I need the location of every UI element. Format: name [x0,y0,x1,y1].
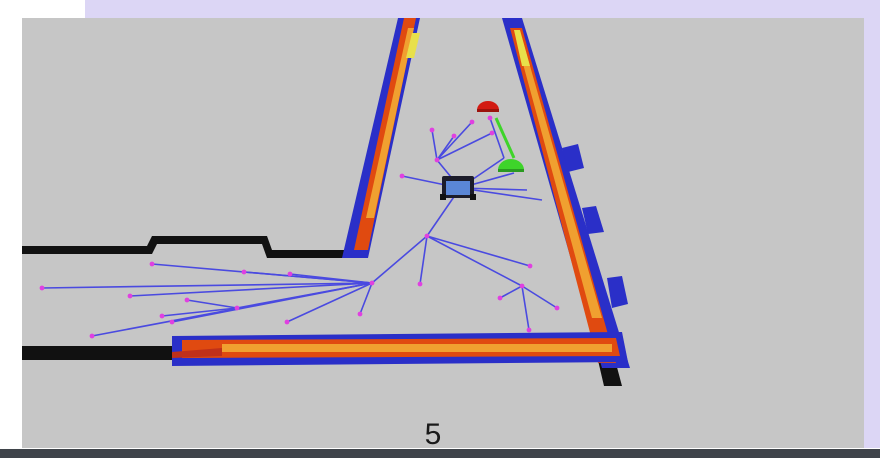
planned-path-segment [494,117,516,159]
slide-number: 5 [424,418,442,451]
rrt-tree-nodes [39,115,560,339]
goal-marker-icon [477,101,499,112]
slide-bottom-bar [0,449,880,458]
robot-icon [440,176,476,200]
slide-right-band [864,18,880,448]
right-corridor-costmap [502,18,630,368]
rviz-3d-viewport[interactable] [22,18,864,448]
waypoint-marker-icon [498,159,524,172]
left-corridor-costmap [342,18,420,258]
bottom-corridor-costmap [172,332,628,366]
rrt-tree-edges [41,117,558,337]
map-scene [22,18,630,386]
slide-top-band [85,0,880,18]
